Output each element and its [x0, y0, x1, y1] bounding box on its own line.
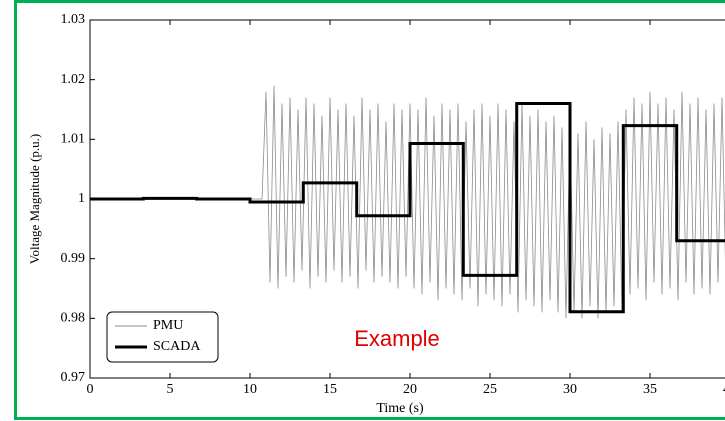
y-axis-label: Voltage Magnitude (p.u.) — [27, 134, 42, 264]
x-tick-label: 0 — [87, 382, 94, 397]
y-tick-label: 1.01 — [61, 132, 86, 147]
y-tick-label: 0.97 — [61, 370, 86, 385]
x-tick-label: 35 — [643, 382, 657, 397]
x-tick-label: 5 — [167, 382, 174, 397]
series-line — [90, 102, 725, 314]
x-tick-label: 40 — [723, 382, 725, 397]
x-tick-label: 25 — [483, 382, 497, 397]
x-tick-label: 30 — [563, 382, 577, 397]
y-tick-label: 1.03 — [61, 12, 86, 27]
x-tick-label: 10 — [243, 382, 257, 397]
legend-label: PMU — [153, 318, 183, 333]
x-tick-label: 15 — [323, 382, 337, 397]
y-tick-label: 0.98 — [61, 311, 86, 326]
green-frame — [14, 0, 725, 420]
series-line — [90, 85, 725, 319]
x-tick-label: 20 — [403, 382, 417, 397]
y-tick-label: 1.02 — [61, 72, 86, 87]
legend-box — [106, 311, 219, 363]
y-tick-label: 0.99 — [61, 251, 86, 266]
legend-label: SCADA — [153, 339, 201, 354]
annotation: Example — [354, 326, 440, 351]
y-tick-label: 1 — [78, 191, 85, 206]
x-axis-label: Time (s) — [376, 401, 424, 416]
